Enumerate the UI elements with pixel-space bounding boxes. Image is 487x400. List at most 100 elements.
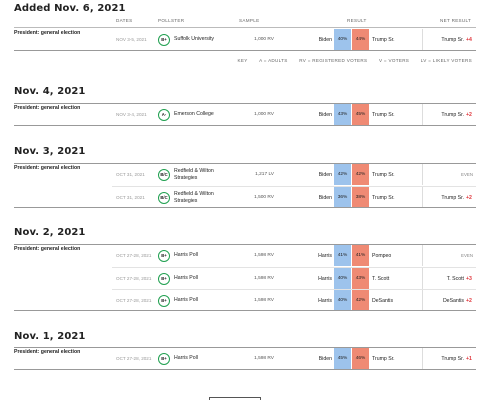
key-likely: LV = LIKELY VOTERS [420,58,472,63]
candidate-1-pct: 40% [334,290,351,311]
poll-dates: NOV 3-5, 2021 [116,37,147,42]
pollster-name[interactable]: Emerson College [174,111,214,118]
net-margin: +4 [466,36,472,43]
poll-dates: OCT 27-28, 2021 [116,298,152,303]
candidate-2-pct: 42% [352,290,369,311]
candidate-2: DeSantis [372,297,394,304]
candidate-2: Trump Sr. [372,36,395,43]
poll-row[interactable]: OCT 27-28, 2021 B+ Harris Poll 1,598 RV … [112,289,476,311]
pollster-grade-badge[interactable]: B+ [158,249,170,262]
pollster-name[interactable]: Redfield & Wilton Strategies [174,168,214,181]
pollster-grade-badge[interactable]: B/C [158,191,170,204]
pollster-name[interactable]: Harris Poll [174,297,198,304]
date-heading-4: Nov. 1, 2021 [14,331,86,342]
pollster-name[interactable]: Harris Poll [174,355,198,362]
pollster-name[interactable]: Harris Poll [174,275,198,282]
block-divider [14,310,476,311]
race-label[interactable]: President: general election [14,165,81,171]
divider [422,290,423,311]
net-leader: Trump Sr. [441,36,464,43]
pollster-grade-badge[interactable]: A- [158,108,170,121]
sample-size: 1,000 RV [254,37,274,42]
sample-size: 1,598 RV [254,356,274,361]
race-group-0: President: general election NOV 3-5, 202… [14,29,476,51]
poll-row[interactable]: OCT 31, 2021 B/C Redfield & Wilton Strat… [112,186,476,208]
net-leader: Trump Sr. [441,194,464,201]
pollster-name[interactable]: Suffolk University [174,36,214,43]
block-divider [14,369,476,370]
poll-row[interactable]: OCT 27-28, 2021 B+ Harris Poll 1,598 RV … [112,267,476,289]
candidate-1: Biden [318,171,332,178]
candidate-2: Pompeo [372,252,392,259]
candidate-1: Harris [318,275,332,282]
poll-row[interactable]: OCT 27-28, 2021 B+ Harris Poll 1,598 RV … [112,245,476,266]
candidate-2-pct: 45% [352,104,369,125]
divider [422,245,423,266]
col-sample: SAMPLE [239,18,260,23]
candidate-2-pct: 46% [352,348,369,369]
pollster-grade-badge[interactable]: B+ [158,294,170,307]
candidate-1-pct: 45% [334,348,351,369]
poll-row[interactable]: NOV 3-5, 2021 B+ Suffolk University 1,00… [112,29,476,50]
grade-cell: B+ [158,245,170,266]
grade-cell: B+ [158,290,170,311]
poll-dates: OCT 27-28, 2021 [116,253,152,258]
poll-row[interactable]: OCT 27-28, 2021 B+ Harris Poll 1,598 RV … [112,348,476,369]
voter-key: KEY A = ADULTS RV = REGISTERED VOTERS V … [227,58,472,63]
divider [422,187,423,208]
pollster-grade-badge[interactable]: B+ [158,272,170,285]
poll-dates: OCT 31, 2021 [116,172,145,177]
pollster-name[interactable]: Harris Poll [174,252,198,259]
block-divider [14,125,476,126]
grade-cell: B/C [158,187,170,208]
grade-cell: B+ [158,348,170,369]
pollster-name[interactable]: Redfield & Wilton Strategies [174,191,214,204]
race-group-1: President: general election NOV 3-4, 202… [14,103,476,126]
pollster-grade-badge[interactable]: B/C [158,168,170,181]
poll-row[interactable]: NOV 3-4, 2021 A- Emerson College 1,000 R… [112,104,476,125]
candidate-1: Biden [318,111,332,118]
key-registered: RV = REGISTERED VOTERS [299,58,368,63]
col-dates: DATES [116,18,133,23]
sample-size: 1,217 LV [255,172,274,177]
sample-size: 1,598 RV [254,298,274,303]
race-group-3: President: general election OCT 27-28, 2… [14,244,476,311]
candidate-2: Trump Sr. [372,111,395,118]
date-heading-0: Added Nov. 6, 2021 [14,3,126,14]
candidate-2-pct: 41% [352,245,369,266]
key-label: KEY [237,58,248,63]
net-margin: +2 [466,297,472,304]
divider [422,268,423,289]
candidate-1-pct: 40% [334,268,351,289]
race-label[interactable]: President: general election [14,105,81,111]
candidate-1-pct: 36% [334,187,351,208]
more-polls-button[interactable] [209,397,261,400]
candidate-1-pct: 43% [334,104,351,125]
date-heading-1: Nov. 4, 2021 [14,86,86,97]
net-leader: Trump Sr. [441,355,464,362]
sample-size: 1,500 RV [254,195,274,200]
grade-cell: B+ [158,268,170,289]
net-leader: T. Scott [446,275,464,282]
pollster-grade-badge[interactable]: B+ [158,33,170,46]
pollster-grade-badge[interactable]: B+ [158,352,170,365]
net-leader: DeSantis [442,297,464,304]
poll-dates: OCT 27-28, 2021 [116,356,152,361]
race-label[interactable]: President: general election [14,349,81,355]
candidate-2-pct: 43% [352,268,369,289]
net-margin: +2 [466,194,472,201]
net-margin: +1 [466,355,472,362]
divider [422,164,423,185]
net-margin: +2 [466,111,472,118]
candidate-2-pct: 44% [352,29,369,50]
block-divider [14,50,476,51]
race-label[interactable]: President: general election [14,246,81,252]
col-pollster: POLLSTER [158,18,185,23]
poll-row[interactable]: OCT 31, 2021 B/C Redfield & Wilton Strat… [112,164,476,185]
candidate-2: Trump Sr. [372,194,395,201]
race-label[interactable]: President: general election [14,30,81,36]
key-adults: A = ADULTS [259,58,288,63]
poll-dates: NOV 3-4, 2021 [116,112,147,117]
divider [422,104,423,125]
divider [422,29,423,50]
